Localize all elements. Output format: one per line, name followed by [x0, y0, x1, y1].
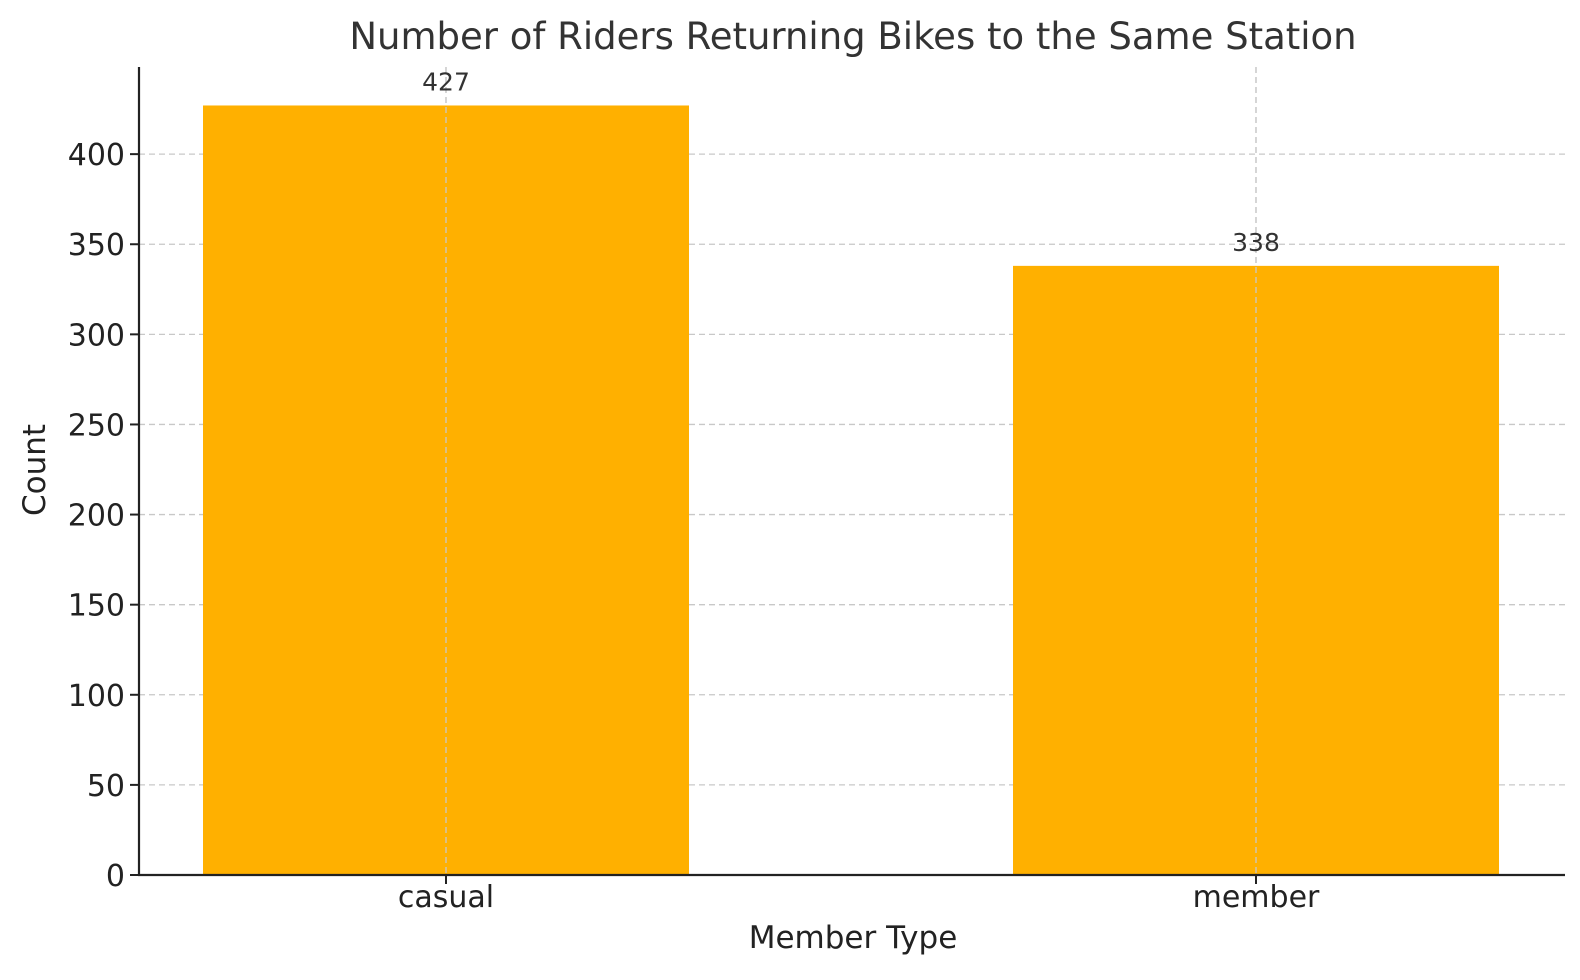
y-tick-label: 300: [68, 318, 125, 353]
y-tick-label: 200: [68, 499, 125, 534]
label-layer: 0 50 100 150 200 250 300 350 400 casual member 427 3…: [68, 67, 1320, 915]
y-tick-label: 250: [68, 408, 125, 443]
x-tick-label-casual: casual: [398, 880, 494, 915]
bar-layer: [203, 67, 1499, 875]
y-tick-label: 150: [68, 589, 125, 624]
y-tick-label: 50: [87, 769, 125, 804]
y-tick-label: 400: [68, 138, 125, 173]
y-tick-label: 0: [106, 859, 125, 894]
x-axis-label: Member Type: [749, 920, 958, 956]
chart-title: Number of Riders Returning Bikes to the …: [349, 15, 1356, 58]
axis-layer: [130, 67, 1565, 884]
y-axis-label: Count: [17, 424, 53, 516]
y-tick-label: 350: [68, 228, 125, 263]
y-tick-label: 100: [68, 679, 125, 714]
data-label-member: 338: [1232, 228, 1280, 257]
x-tick-label-member: member: [1193, 880, 1320, 915]
data-label-casual: 427: [422, 67, 470, 96]
